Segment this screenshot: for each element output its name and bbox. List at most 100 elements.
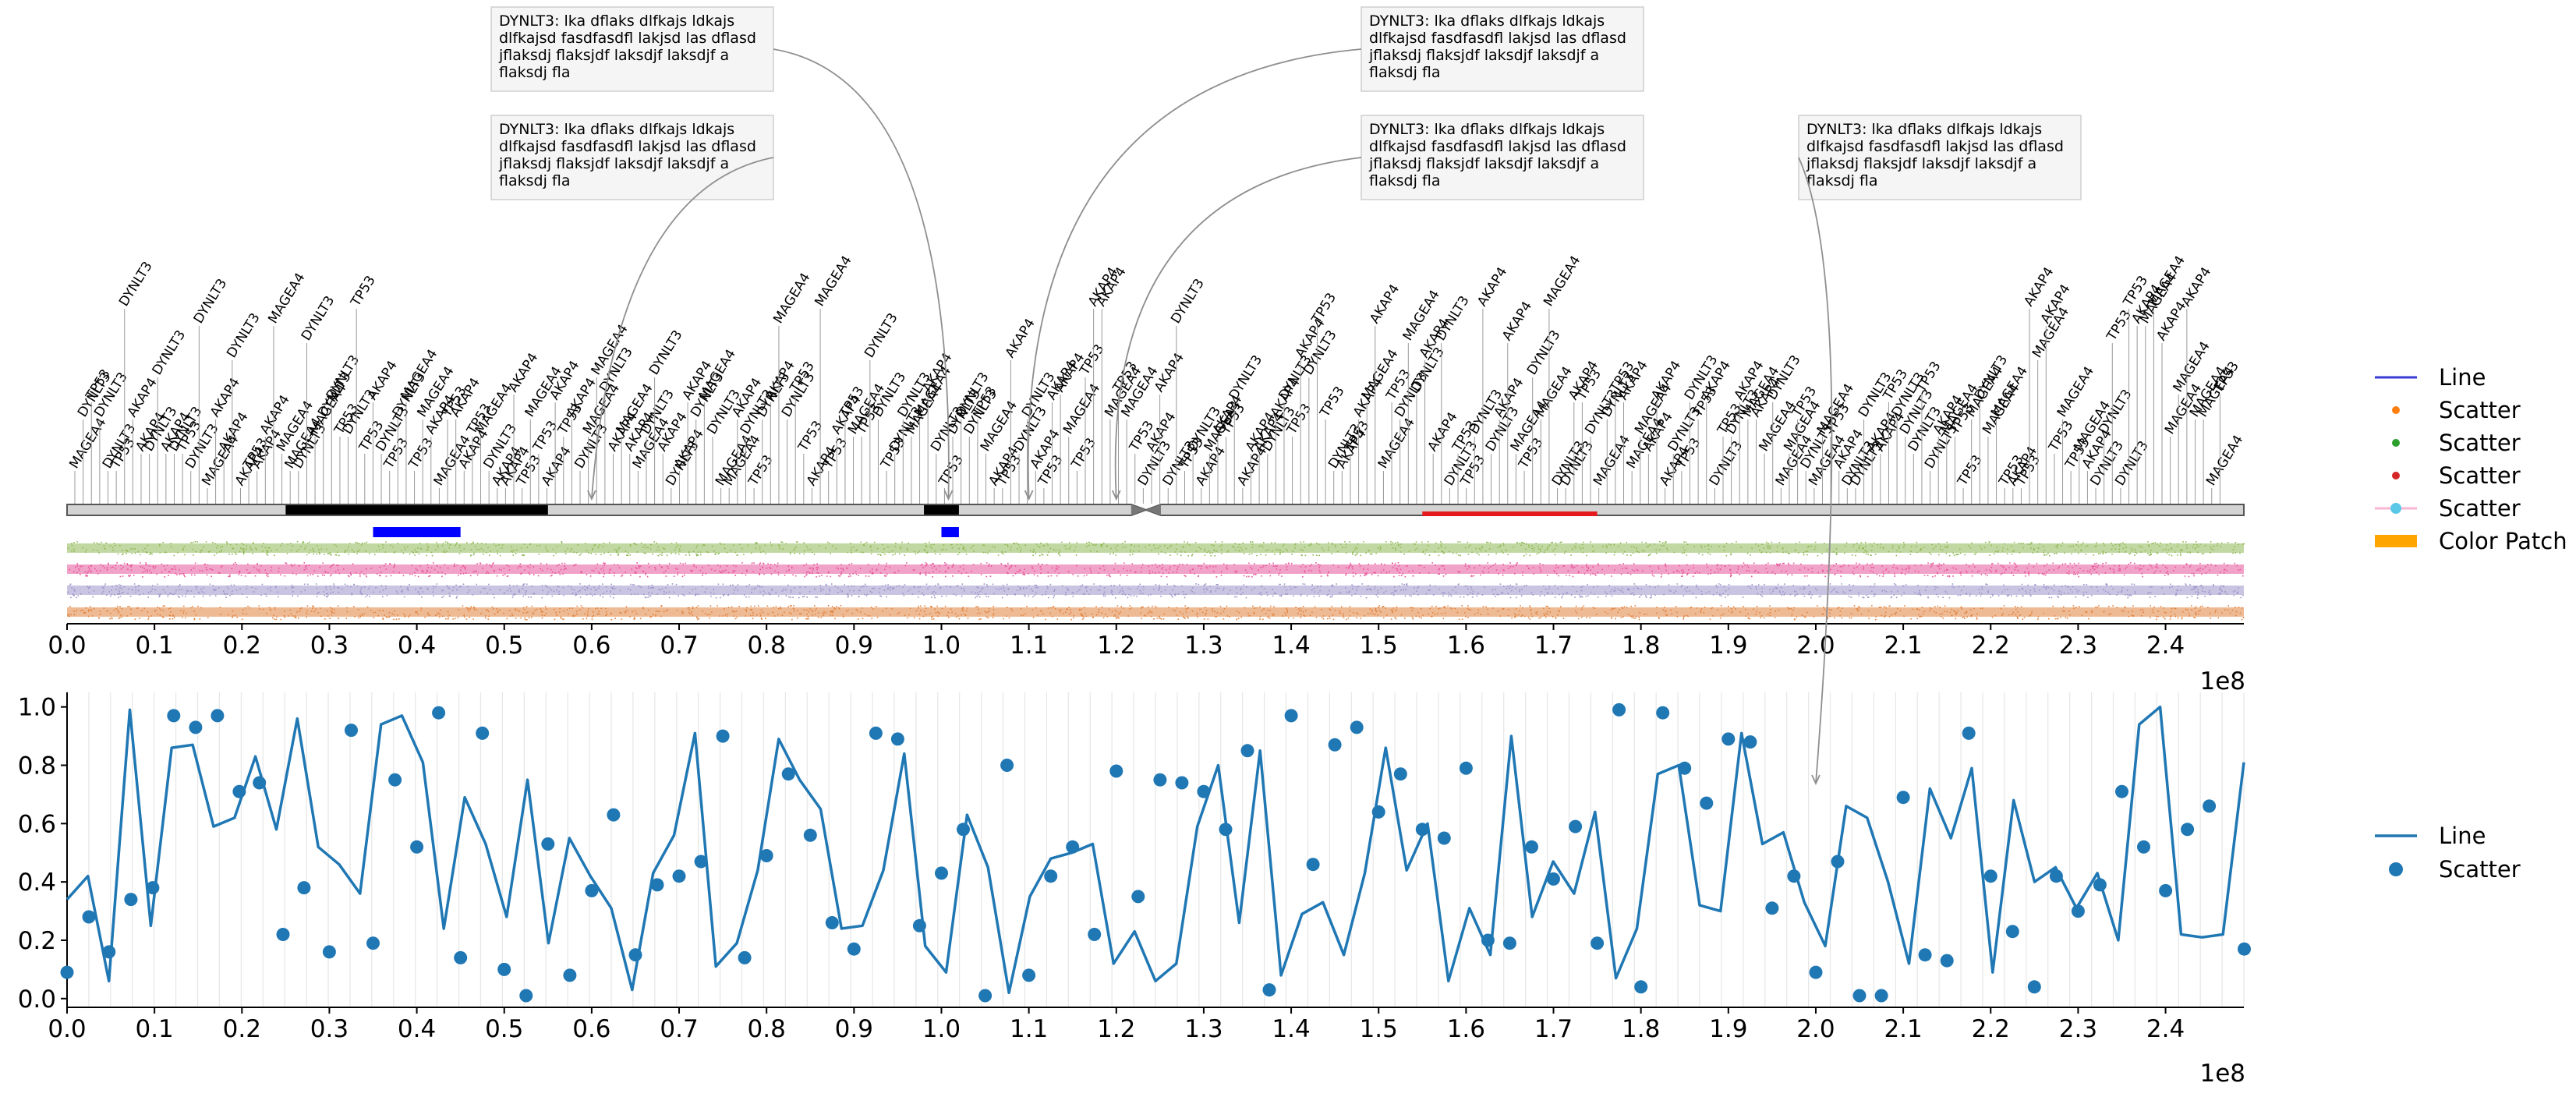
annotation-text-line: DYNLT3: lka dflaks dlfkajs ldkajs	[1369, 121, 1605, 138]
scatter-point	[1743, 735, 1757, 749]
annotation-box	[1361, 6, 1644, 92]
annotation-text-line: dlfkajsd fasdfasdfl lakjsd las dflasd	[499, 30, 756, 47]
bottom-x-tick-label: 0.0	[48, 1015, 86, 1043]
gene-label: DYNLT3	[116, 259, 156, 310]
bottom-x-tick-label: 1.6	[1447, 1015, 1485, 1043]
gene-label: TP53	[2104, 307, 2135, 344]
gene-label: TP53	[1068, 435, 1099, 472]
scatter-point	[1525, 840, 1538, 854]
annotation-text-line: jflaksdj flaksjdf laksdjf laksdjf a	[498, 47, 729, 64]
top-x-tick-label: 0.9	[835, 632, 873, 660]
top-axis-offset-label: 1e8	[2199, 667, 2245, 695]
scatter-point	[1918, 948, 1932, 962]
chromosome-p-arm	[66, 504, 1148, 516]
scatter-point	[738, 950, 752, 964]
gene-label: AKAP4	[1367, 281, 1403, 326]
top-x-tick-label: 1.5	[1360, 632, 1398, 660]
annotation-text-line: jflaksdj flaksjdf laksdjf laksdjf a	[1368, 47, 1599, 64]
scatter-point	[716, 729, 730, 743]
bottom-x-tick-label: 2.4	[2146, 1015, 2185, 1043]
bottom-x-tick-label: 2.2	[1972, 1015, 2010, 1043]
bottom-x-tick-label: 1.3	[1184, 1015, 1223, 1043]
legend-label: Scatter	[2439, 462, 2521, 489]
dark-band	[924, 505, 959, 515]
scatter-point	[345, 724, 358, 738]
scatter-point	[1612, 702, 1626, 717]
top-x-axis: 0.0 0.1 0.2 0.3 0.4 0.5 0.6 0.7 0.8 0.9 1.0 1.1 1.2 1…	[48, 623, 2244, 660]
top-x-tick-label: 1.1	[1010, 632, 1048, 660]
top-legend: Line Scatter Scatter Scatter Scatter Color Pa…	[2375, 364, 2567, 554]
scatter-point	[2137, 840, 2150, 854]
scatter-track	[67, 541, 2245, 557]
legend-label: Scatter	[2439, 495, 2521, 522]
scatter-point	[2159, 883, 2173, 897]
scatter-point	[2093, 878, 2107, 892]
top-x-tick-label: 0.7	[660, 632, 698, 660]
top-x-tick-label: 2.0	[1796, 632, 1835, 660]
scatter-point	[1022, 968, 1036, 982]
scatter-point	[759, 849, 773, 862]
scatter-point	[781, 767, 795, 781]
annotation-arrowhead	[943, 490, 954, 501]
legend-entry: Scatter	[2375, 495, 2521, 522]
bottom-x-tick-label: 0.4	[398, 1015, 436, 1043]
scatter-point	[2181, 823, 2195, 837]
scatter-point	[102, 945, 116, 959]
annotation-arrow	[773, 48, 950, 500]
scatter-point	[1940, 954, 1954, 968]
gene-label: AKAP4	[1474, 264, 1510, 309]
scatter-point	[672, 869, 686, 883]
scatter-point	[1109, 764, 1123, 778]
top-x-tick-label: 0.4	[398, 632, 436, 660]
legend-label: Line	[2439, 364, 2486, 391]
scatter-point	[1852, 989, 1867, 1003]
annotation-text-line: dlfkajsd fasdfasdfl lakjsd las dflasd	[1369, 138, 1626, 155]
centromere	[1131, 504, 1161, 515]
scatter-point	[1787, 869, 1801, 883]
top-x-tick-label: 1.8	[1622, 632, 1660, 660]
scatter-point	[253, 776, 267, 790]
gene-label: MAGEA4	[2054, 364, 2097, 420]
top-x-tick-label: 0.5	[485, 632, 523, 660]
gene-label: TP53	[348, 273, 379, 310]
line-scatter-plot: 0.0 0.2 0.4 0.6 0.8 1.0 0.0 0.1 0.2 0.3 0.4 0.5 0.6 0…	[18, 692, 2251, 1043]
scatter-point	[563, 968, 577, 982]
bottom-x-tick-label: 2.0	[1796, 1015, 1835, 1043]
annotation-layer: DYNLT3: lka dflaks dlfkajs ldkajsdlfkajs…	[490, 6, 2082, 786]
scatter-point	[1481, 933, 1495, 947]
bottom-x-tick-label: 0.7	[660, 1015, 698, 1043]
annotation-text-line: flaksdj fla	[1369, 64, 1441, 81]
legend-dot-swatch	[2389, 862, 2403, 876]
scatter-point	[607, 808, 621, 822]
annotation-text-line: flaksdj fla	[1369, 172, 1441, 189]
y-tick-label: 0.2	[18, 927, 56, 955]
y-tick-label: 1.0	[18, 694, 56, 722]
scatter-point	[297, 881, 311, 895]
scatter-point	[2203, 799, 2217, 813]
annotation-arrowhead	[1811, 774, 1821, 786]
gene-label: TP53	[1955, 452, 1986, 489]
bottom-x-tick-label: 1.0	[922, 1015, 961, 1043]
legend-patch-swatch	[2375, 535, 2417, 547]
top-x-tick-label: 1.4	[1272, 632, 1310, 660]
scatter-point	[476, 726, 490, 740]
annotation-text-line: jflaksdj flaksjdf laksdjf laksdjf a	[1806, 155, 2036, 172]
scatter-point	[454, 950, 468, 964]
annotation-arrow	[1027, 48, 1362, 500]
top-x-tick-label: 0.6	[572, 632, 610, 660]
top-x-tick-label: 1.2	[1097, 632, 1135, 660]
scatter-point	[1415, 823, 1429, 837]
legend-entry: Scatter	[2389, 856, 2521, 883]
scatter-point	[167, 709, 181, 723]
top-x-tick-label: 1.3	[1184, 632, 1223, 660]
gene-label: TP53	[405, 435, 437, 472]
scatter-track	[67, 562, 2244, 578]
scatter-point	[1983, 869, 1997, 883]
gene-label: DYNLT3	[1226, 352, 1266, 403]
bottom-x-tick-label: 0.9	[835, 1015, 873, 1043]
gene-label: MAGEA4	[2203, 433, 2246, 489]
scatter-point	[1328, 738, 1342, 752]
bottom-x-tick-label: 1.5	[1360, 1015, 1398, 1043]
gene-label: DYNLT3	[862, 310, 901, 361]
bottom-x-tick-label: 0.5	[485, 1015, 523, 1043]
